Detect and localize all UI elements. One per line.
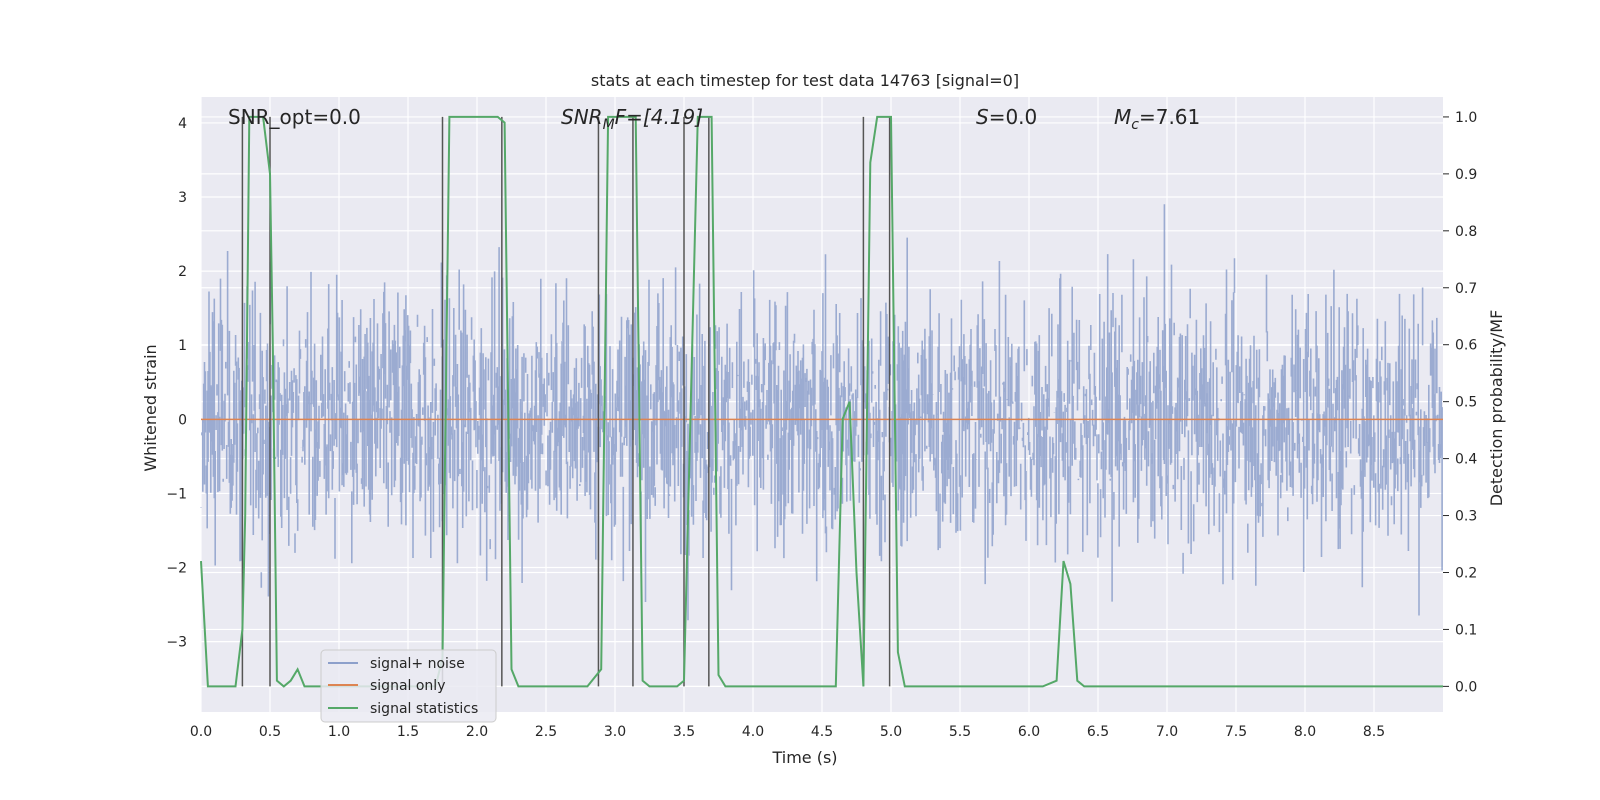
x-tick-label: 0.5 [259, 724, 281, 740]
y-axis-ticks: 4 3 2 1 0 −1 −2 −3 [166, 116, 187, 651]
y2-tick-label: 0.2 [1455, 565, 1477, 581]
x-tick-label: 2.5 [535, 724, 557, 740]
y2-tick-label: 0.0 [1455, 679, 1477, 695]
x-tick-label: 3.5 [673, 724, 695, 740]
y2-tick-label: 0.3 [1455, 509, 1477, 525]
x-tick-label: 8.0 [1294, 724, 1316, 740]
y2-tick-label: 1.0 [1455, 110, 1477, 126]
y2-tick-label: 0.7 [1455, 281, 1477, 297]
legend-box [320, 649, 497, 723]
x-tick-label: 1.0 [328, 724, 350, 740]
x-tick-label: 8.5 [1363, 724, 1385, 740]
y-tick-label: −1 [166, 486, 187, 502]
annotation-snr-opt: SNR_opt=0.0 [228, 105, 361, 129]
annotation-mc-rest: =7.61 [1139, 105, 1200, 129]
x-tick-label: 1.5 [397, 724, 419, 740]
y2-tick-label: 0.9 [1455, 167, 1477, 183]
annotation-snr-mf-sub: M [603, 117, 615, 133]
chart-title: stats at each timestep for test data 147… [591, 71, 1019, 90]
y2-tick-label: 0.6 [1455, 338, 1477, 354]
x-tick-label: 7.0 [1156, 724, 1178, 740]
y2-tick-label: 0.8 [1455, 224, 1477, 240]
y-tick-label: 3 [178, 190, 187, 206]
y-tick-label: 1 [178, 338, 187, 354]
y2-tick-label: 0.1 [1455, 622, 1477, 638]
x-tick-label: 4.0 [742, 724, 764, 740]
y2-axis-label: Detection probability/MF [1487, 310, 1506, 507]
x-tick-label: 7.5 [1225, 724, 1247, 740]
y-tick-label: −2 [166, 561, 187, 577]
y-axis-label: Whitened strain [141, 344, 160, 471]
x-tick-label: 6.5 [1087, 724, 1109, 740]
annotation-s: S=0.0 [976, 105, 1037, 129]
y-tick-label: −3 [166, 635, 187, 651]
x-axis-ticks: 0.0 0.5 1.0 1.5 2.0 2.5 3.0 3.5 4.0 4.5 5.0 5.5 6.0 6… [190, 724, 1385, 740]
annotation-s-symbol: S [976, 105, 989, 129]
annotation-mc-sub: c [1131, 117, 1139, 133]
annotation-snr-mf-symbol: SNR [561, 105, 603, 129]
annotation-snr-mf-rest: F=[4.19] [615, 105, 703, 129]
y-tick-label: 2 [178, 264, 187, 280]
signal-statistics-series [200, 115, 1443, 688]
y2-tick-label: 0.5 [1455, 395, 1477, 411]
legend-label-signal-statistics: signal statistics [370, 701, 478, 717]
x-tick-label: 2.0 [466, 724, 488, 740]
x-tick-label: 6.0 [1018, 724, 1040, 740]
signal-statistics-line [200, 115, 1443, 688]
y2-axis-ticks: 1.0 0.9 0.8 0.7 0.6 0.5 0.4 0.3 0.2 0.1 0.0 [1443, 110, 1477, 695]
legend-label-signal-noise: signal+ noise [370, 656, 465, 672]
legend-label-signal-only: signal only [370, 678, 445, 694]
x-tick-label: 5.0 [880, 724, 902, 740]
legend: signal+ noise signal only signal statist… [320, 649, 497, 723]
annotation-mc-symbol: M [1114, 105, 1131, 129]
x-tick-label: 0.0 [190, 724, 212, 740]
x-axis-label: Time (s) [771, 748, 837, 767]
y-tick-label: 4 [178, 116, 187, 132]
annotation-mc: Mc=7.61 [1114, 105, 1200, 133]
annotation-snr-mf: SNRMF=[4.19] [561, 105, 703, 133]
x-tick-label: 4.5 [811, 724, 833, 740]
y2-tick-label: 0.4 [1455, 452, 1477, 468]
x-tick-label: 5.5 [949, 724, 971, 740]
x-tick-label: 3.0 [604, 724, 626, 740]
y-tick-label: 0 [178, 412, 187, 428]
annotation-s-rest: =0.0 [989, 105, 1038, 129]
